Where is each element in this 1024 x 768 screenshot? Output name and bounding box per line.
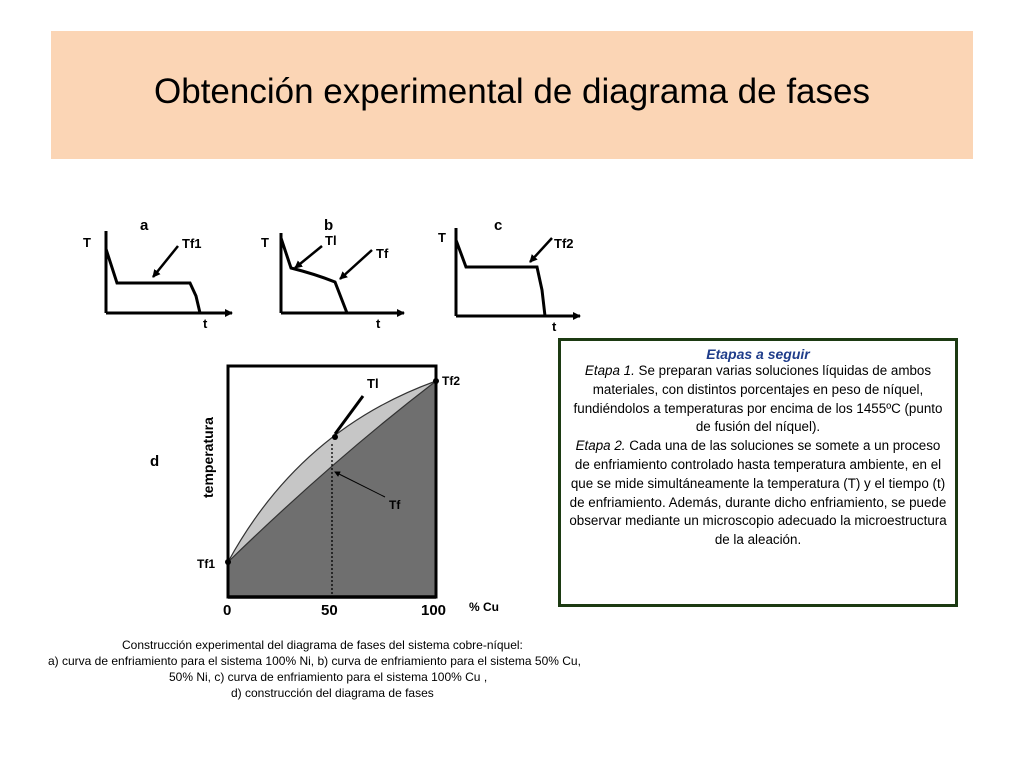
x-tick-50: 50 (321, 602, 338, 619)
right-endpoint (433, 378, 439, 384)
left-marker: Tf1 (197, 557, 215, 571)
stage-2-label: Etapa 2. (575, 438, 626, 454)
steps-title: Etapas a seguir (706, 346, 810, 362)
right-marker: Tf2 (442, 374, 460, 388)
x-tick-0: 0 (223, 602, 231, 619)
panel-d-letter: d (150, 453, 159, 470)
panel-c-x-label: t (552, 319, 557, 334)
liquidus-pointer (333, 395, 365, 435)
stage-2-text: Cada una de las soluciones se somete a u… (569, 438, 947, 548)
liquidus-line (227, 380, 437, 563)
left-endpoint (225, 559, 231, 565)
slide-title: Obtención experimental de diagrama de fa… (154, 72, 870, 111)
panel-c-y-label: T (438, 230, 446, 245)
steps-box: Etapas a seguir Etapa 1. Se preparan var… (558, 338, 958, 607)
panel-b-letter: b (324, 217, 333, 234)
caption-line-4: d) construcción del diagrama de fases (231, 686, 434, 700)
panel-b-arrow-solidus (339, 249, 373, 280)
panel-a-x-label: t (203, 316, 208, 331)
panel-a-marker: Tf1 (182, 236, 202, 251)
panel-b-curve (279, 237, 349, 314)
panel-a-letter: a (140, 217, 149, 234)
solidus-label: Tf (389, 498, 401, 512)
panel-c-marker: Tf2 (554, 236, 574, 251)
panel-b-y-label: T (261, 235, 269, 250)
panel-c-letter: c (494, 217, 502, 234)
caption-line-1: Construcción experimental del diagrama d… (122, 638, 523, 652)
panel-a-arrow (152, 245, 179, 278)
panel-c-curve (454, 239, 547, 317)
phase-diagram-y-label: temperatura (200, 417, 216, 498)
phase-diagram-x-label: % Cu (469, 600, 499, 614)
stage-1-text: Se preparan varias soluciones líquidas d… (573, 363, 943, 435)
panel-b: b T Tl Tf t (261, 217, 405, 331)
panel-b-x-label: t (376, 316, 381, 331)
liquidus-label: Tl (367, 376, 379, 391)
panel-a-y-label: T (83, 235, 91, 250)
panel-d-phase-diagram: d temperatura Tl Tf Tf1 Tf2 0 50 100 % C… (150, 364, 499, 619)
solidus-pointer (334, 471, 386, 498)
caption-line-3: 50% Ni, c) curva de enfriamiento para el… (169, 670, 488, 684)
panel-a-curve (104, 248, 202, 314)
stage-1-paragraph: Etapa 1. Se preparan varias soluciones l… (561, 362, 955, 437)
figure-caption: Construcción experimental del diagrama d… (48, 637, 648, 701)
liquidus-point (332, 434, 338, 440)
panel-b-marker-liquidus: Tl (325, 233, 337, 248)
title-band (51, 31, 973, 159)
panel-c-arrow (529, 237, 553, 263)
stage-2-paragraph: Etapa 2. Cada una de las soluciones se s… (561, 437, 955, 550)
x-tick-100: 100 (421, 602, 446, 619)
panel-b-arrow-liquidus (294, 245, 323, 269)
stage-1-label: Etapa 1. (584, 363, 635, 378)
panel-c: c T Tf2 t (438, 217, 581, 334)
panel-b-marker-solidus: Tf (376, 246, 389, 261)
caption-line-2: a) curva de enfriamiento para el sistema… (48, 654, 581, 668)
panel-a: a T Tf1 t (83, 217, 233, 331)
